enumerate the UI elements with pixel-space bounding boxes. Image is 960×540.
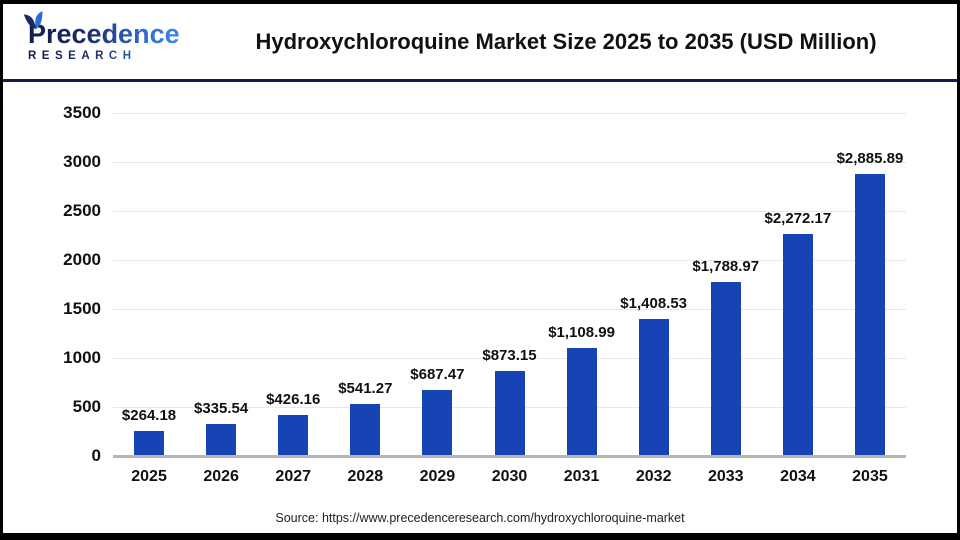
x-axis-label: 2033 <box>707 468 744 485</box>
x-axis-label: 2029 <box>419 468 456 485</box>
bar-2031 <box>566 348 597 457</box>
gridline <box>113 211 906 212</box>
y-axis-tick-label: 1500 <box>63 299 101 318</box>
bar-value-label: $264.18 <box>121 407 177 425</box>
x-axis-label: 2034 <box>780 468 816 485</box>
bar-value-label: $2,885.89 <box>836 150 904 168</box>
bar-value-label: $1,408.53 <box>620 294 688 312</box>
bar-2025 <box>134 431 165 457</box>
y-axis: 0 500 1000 1500 2000 2500 3000 3500 <box>21 104 101 464</box>
x-axis-label: 2026 <box>203 468 239 485</box>
x-axis-label: 2035 <box>852 468 888 485</box>
y-axis-tick-label: 2500 <box>63 201 101 220</box>
leaf-icon <box>23 11 43 30</box>
header-divider <box>3 79 957 82</box>
bar-2034 <box>782 234 813 457</box>
bar-value-label: $2,272.17 <box>764 210 832 228</box>
bar-2032 <box>638 318 669 457</box>
x-axis-label: 2028 <box>347 468 384 485</box>
bar-value-label: $541.27 <box>338 379 393 397</box>
bar-value-label: $1,108.99 <box>548 324 615 342</box>
x-axis-label: 2027 <box>275 468 312 485</box>
header: Precedence RESEARCH Hydroxychloroquine M… <box>3 4 957 79</box>
gridline <box>113 113 906 114</box>
x-axis-label: 2032 <box>635 468 672 485</box>
logo-row: Precedence <box>23 11 193 49</box>
chart-area: 0 500 1000 1500 2000 2500 3000 3500 $264.18 $335… <box>3 82 957 533</box>
bar-value-label: $873.15 <box>482 347 537 365</box>
bar-2026 <box>206 424 237 457</box>
bar-2029 <box>422 389 453 457</box>
y-axis-tick-label: 3500 <box>63 103 101 122</box>
x-axis: 2025 2026 2027 2028 2029 2030 2031 2032 2033 2034… <box>113 469 906 491</box>
bar-2030 <box>494 371 525 457</box>
gridline <box>113 309 906 310</box>
bar-value-label: $1,788.97 <box>692 257 760 275</box>
logo-wordmark: Precedence <box>28 19 180 49</box>
gridline <box>113 358 906 359</box>
x-axis-label: 2030 <box>491 468 528 485</box>
source-line: Source: https://www.precedenceresearch.c… <box>275 511 685 525</box>
page-title: Hydroxychloroquine Market Size 2025 to 2… <box>255 28 877 54</box>
y-axis-tick-label: 3000 <box>63 152 101 171</box>
precedence-research-logo: Precedence RESEARCH <box>3 11 193 62</box>
logo-subtext: RESEARCH <box>28 50 193 62</box>
x-axis-baseline <box>113 455 906 458</box>
y-axis-tick-label: 2000 <box>63 250 101 269</box>
x-axis-label: 2031 <box>563 468 600 485</box>
bar-2033 <box>710 281 741 457</box>
bar-value-label: $687.47 <box>410 365 465 383</box>
plot-area: $264.18 $335.54 $426.16 $541.27 $687.47 $873.… <box>113 113 906 458</box>
bar-value-label: $335.54 <box>194 400 249 418</box>
y-axis-tick-label: 1000 <box>63 348 101 367</box>
bar-2035 <box>854 174 885 457</box>
gridline <box>113 260 906 261</box>
x-axis-label: 2025 <box>131 468 167 485</box>
bar-2028 <box>350 403 381 457</box>
y-axis-tick-label: 500 <box>72 397 101 416</box>
y-axis-tick-label: 0 <box>91 446 101 465</box>
bar-value-label: $426.16 <box>266 391 321 409</box>
gridline <box>113 162 906 163</box>
bar-2027 <box>278 415 309 457</box>
